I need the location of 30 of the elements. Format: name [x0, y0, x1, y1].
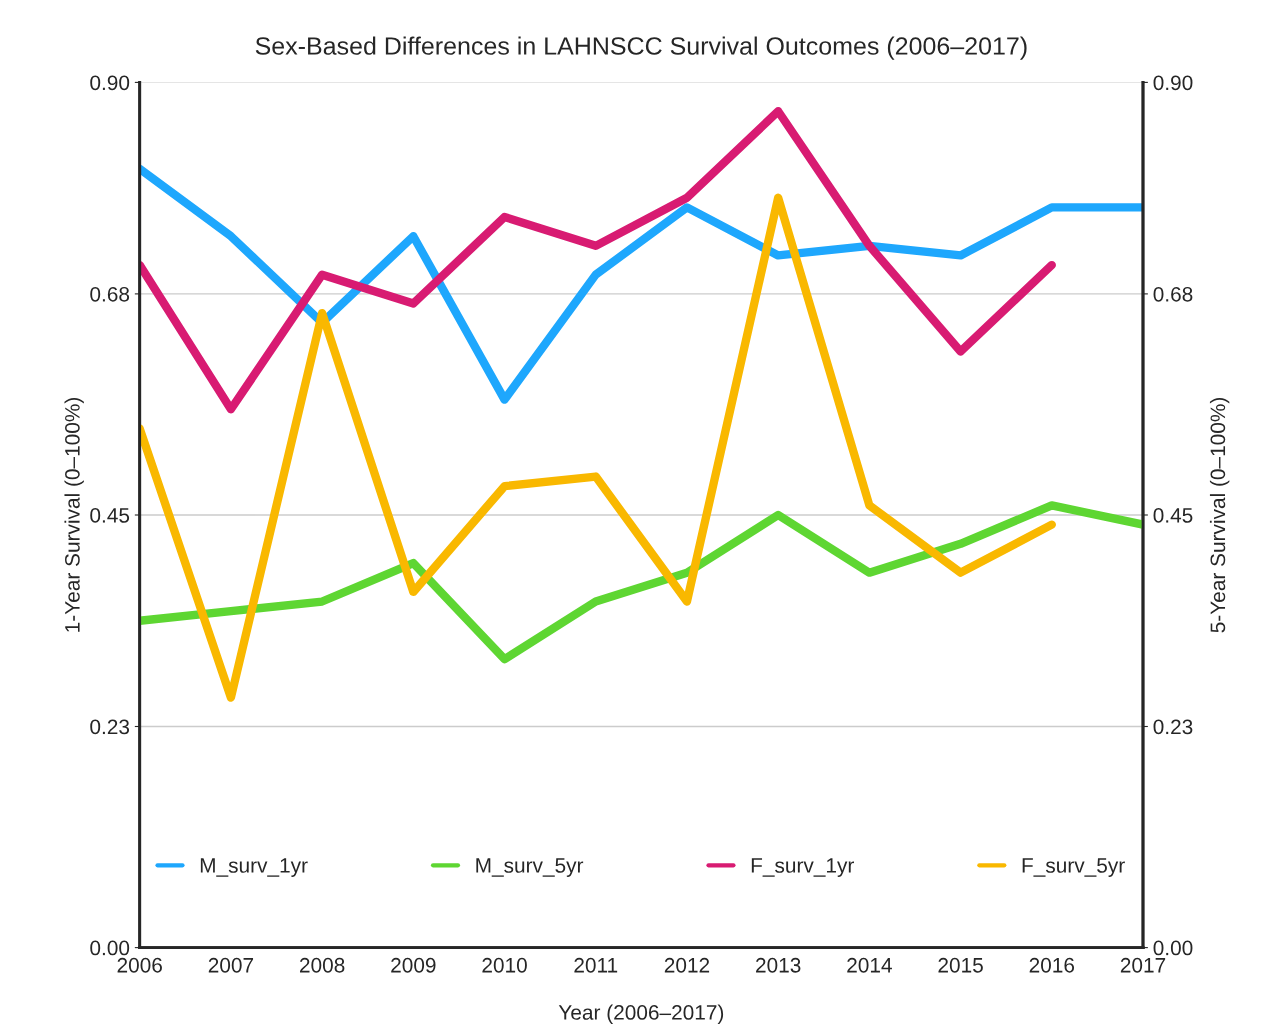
y2-axis-title: 5-Year Survival (0–100%) [1209, 397, 1230, 633]
legend-label: M_surv_5yr [476, 858, 584, 877]
y-tick-label: 0.00 [90, 940, 130, 956]
x-tick-label: 2011 [574, 957, 618, 973]
x-tick-label: 2010 [482, 957, 527, 973]
x-tick-label: 2013 [756, 957, 801, 973]
y-tick-label: 0.68 [90, 286, 130, 302]
y2-tick-label: 0.00 [1153, 940, 1193, 956]
y2-tick-label: 0.68 [1153, 286, 1193, 302]
legend-label: F_surv_5yr [1022, 858, 1125, 877]
chart-title: Sex-Based Differences in LAHNSCC Survival Outcomes (2006–2017) [255, 36, 1027, 60]
x-tick-label: 2009 [391, 957, 436, 973]
legend-label: M_surv_1yr [200, 858, 308, 877]
x-tick-label: 2008 [300, 957, 345, 973]
x-axis-title: Year (2006–2017) [558, 1004, 724, 1024]
x-tick-label: 2006 [117, 957, 162, 973]
y2-tick-label: 0.45 [1153, 508, 1193, 523]
x-tick-label: 2016 [1029, 957, 1075, 973]
y-tick-label: 0.45 [90, 508, 130, 523]
x-tick-label: 2015 [938, 957, 983, 973]
x-tick-label: 2012 [664, 957, 710, 973]
x-tick-label: 2017 [1120, 957, 1166, 973]
legend-label: F_surv_1yr [751, 858, 854, 877]
y-axis-title: 1-Year Survival (0–100%) [64, 397, 84, 632]
y-tick-label: 0.90 [90, 75, 130, 91]
x-tick-label: 2007 [208, 957, 254, 973]
y-tick-label: 0.23 [90, 719, 130, 735]
y2-tick-label: 0.23 [1153, 719, 1193, 735]
x-tick-label: 2014 [847, 957, 892, 973]
y2-tick-label: 0.90 [1153, 75, 1193, 91]
